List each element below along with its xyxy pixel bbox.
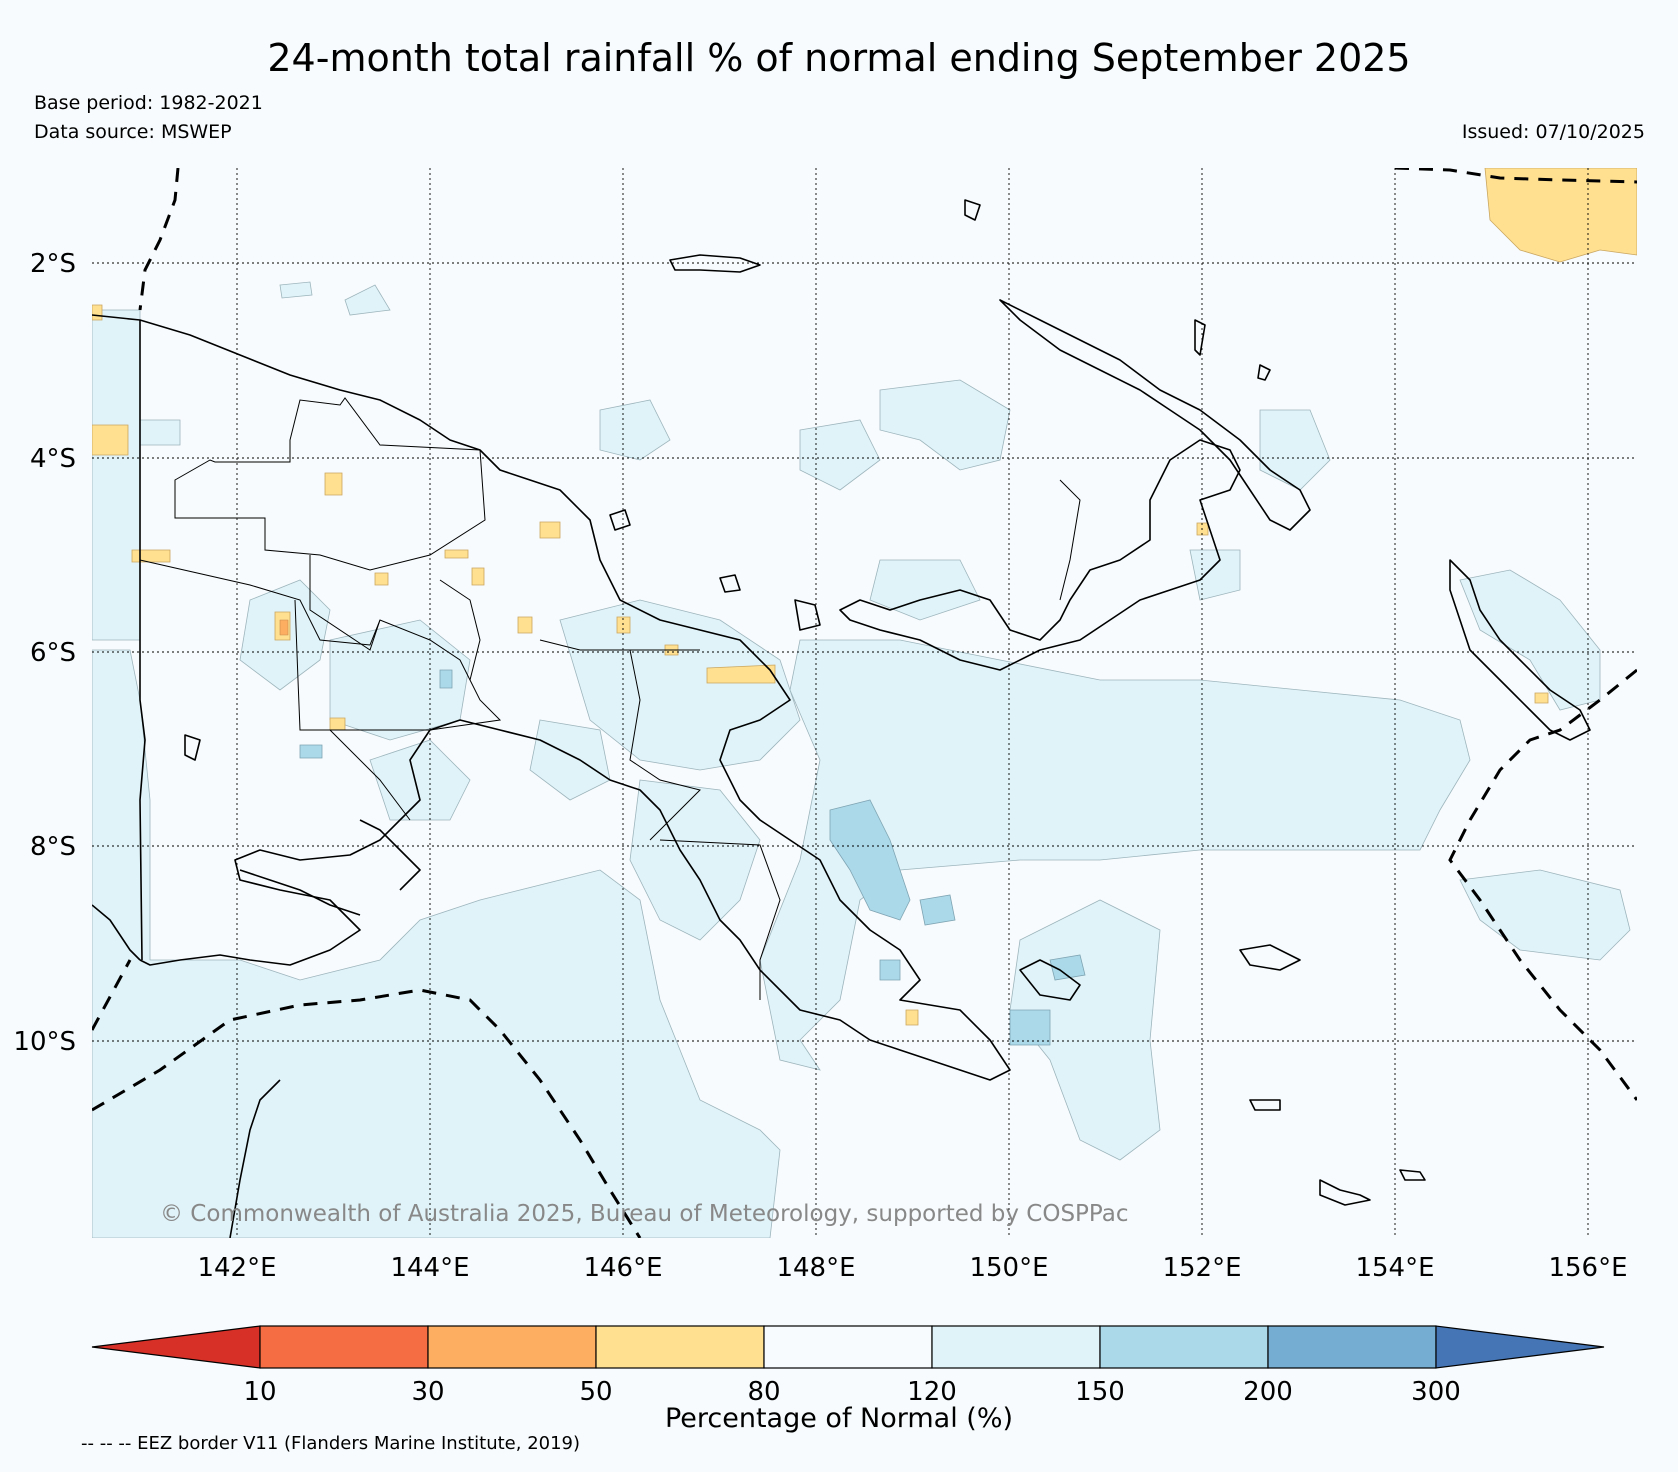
field-wet-5: [879, 959, 901, 981]
field-bismarck-1: [879, 379, 1011, 471]
field-dry-west-3: [131, 549, 171, 563]
colorbar-tick: 120: [907, 1377, 957, 1407]
colorbar-extend-high: [1435, 1325, 1605, 1369]
latitude-labels: 2°S 4°S 6°S 8°S 10°S: [13, 249, 76, 1057]
colorbar-bin: [427, 1325, 597, 1369]
field-dry-4: [324, 472, 343, 496]
copyright-watermark: © Commonwealth of Australia 2025, Bureau…: [160, 1201, 1129, 1227]
colorbar-bin: [931, 1325, 1101, 1369]
lon-label: 146°E: [583, 1253, 662, 1283]
field-wet-2: [919, 894, 956, 926]
field-north-3: [139, 419, 181, 446]
field-dry-16: [1196, 522, 1209, 536]
longitude-labels: 142°E 144°E 146°E 148°E 150°E 152°E 154°…: [197, 1253, 1627, 1283]
lon-label: 150°E: [969, 1253, 1048, 1283]
field-southwest: [92, 649, 781, 1238]
colorbar-tick: 150: [1075, 1377, 1125, 1407]
colorbar-bin: [259, 1325, 429, 1369]
field-dry-13: [706, 664, 776, 684]
field-bougainville: [1459, 569, 1601, 711]
eez-footnote: -- -- -- EEZ border V11 (Flanders Marine…: [81, 1433, 581, 1454]
field-west-strip: [92, 309, 141, 641]
colorbar-bin: [1099, 1325, 1269, 1369]
field-dry-northeast: [1484, 168, 1637, 263]
field-dry-6: [374, 572, 389, 586]
field-wet-4: [1049, 954, 1086, 981]
colorbar-bin: [763, 1325, 933, 1369]
field-dry-14: [1534, 692, 1549, 704]
lon-label: 154°E: [1355, 1253, 1434, 1283]
lat-label: 10°S: [13, 1027, 76, 1057]
colorbar-bin: [1267, 1325, 1437, 1369]
rainfall-anomaly-fields: [92, 168, 1637, 1238]
lon-label: 148°E: [776, 1253, 855, 1283]
provincial-borders: [139, 397, 1081, 1000]
field-north-2: [344, 284, 391, 316]
map-title: 24-month total rainfall % of normal endi…: [267, 36, 1411, 80]
field-dry-west-2: [92, 304, 103, 321]
colorbar-tick: 200: [1243, 1377, 1293, 1407]
field-dry-11: [616, 616, 631, 634]
colorbar-ticks: 10 30 50 80 120 150 200 300: [243, 1377, 1460, 1407]
field-bismarck-2: [799, 419, 881, 491]
data-source: Data source: MSWEP: [34, 121, 232, 143]
lon-label: 152°E: [1162, 1253, 1241, 1283]
colorbar-tick: 10: [243, 1377, 276, 1407]
lon-label: 144°E: [390, 1253, 469, 1283]
field-wet-6: [299, 744, 323, 759]
field-wet-1: [829, 799, 911, 921]
field-solomon-sea-band: [759, 639, 1471, 1071]
colorbar-tick: 30: [411, 1377, 444, 1407]
lat-label: 6°S: [30, 638, 76, 668]
lon-label: 142°E: [197, 1253, 276, 1283]
colorbar-tick: 80: [747, 1377, 780, 1407]
field-dry-west-1: [92, 424, 129, 456]
graticule: [92, 168, 1637, 1238]
field-dry-15: [905, 1009, 919, 1026]
field-dry-5: [539, 521, 561, 539]
field-far-southeast: [1459, 869, 1631, 961]
field-bismarck-3: [599, 399, 671, 461]
colorbar-tick: 50: [579, 1377, 612, 1407]
eez-borders: [92, 168, 1637, 1238]
lat-label: 4°S: [30, 444, 76, 474]
field-dry-8: [444, 549, 469, 559]
colorbar-bin: [595, 1325, 765, 1369]
field-central-west: [529, 719, 611, 801]
lon-label: 156°E: [1548, 1253, 1627, 1283]
base-period: Base period: 1982-2021: [34, 92, 263, 114]
field-very-dry: [279, 619, 289, 636]
colorbar: [91, 1325, 1605, 1369]
lat-label: 8°S: [30, 832, 76, 862]
field-dry-10: [517, 616, 533, 634]
issued-date: Issued: 07/10/2025: [1461, 121, 1645, 143]
lat-label: 2°S: [30, 249, 76, 279]
field-new-britain-south: [869, 559, 981, 621]
field-wet-7: [439, 669, 453, 689]
field-dry-7: [471, 567, 485, 586]
field-north-1: [279, 281, 313, 299]
colorbar-extend-low: [91, 1325, 261, 1369]
field-dry-17: [329, 717, 346, 731]
colorbar-tick: 300: [1411, 1377, 1461, 1407]
field-new-britain-east: [1189, 549, 1241, 601]
field-wet-3: [1009, 1009, 1051, 1046]
colorbar-title: Percentage of Normal (%): [664, 1403, 1014, 1434]
coastlines: [92, 199, 1591, 1238]
